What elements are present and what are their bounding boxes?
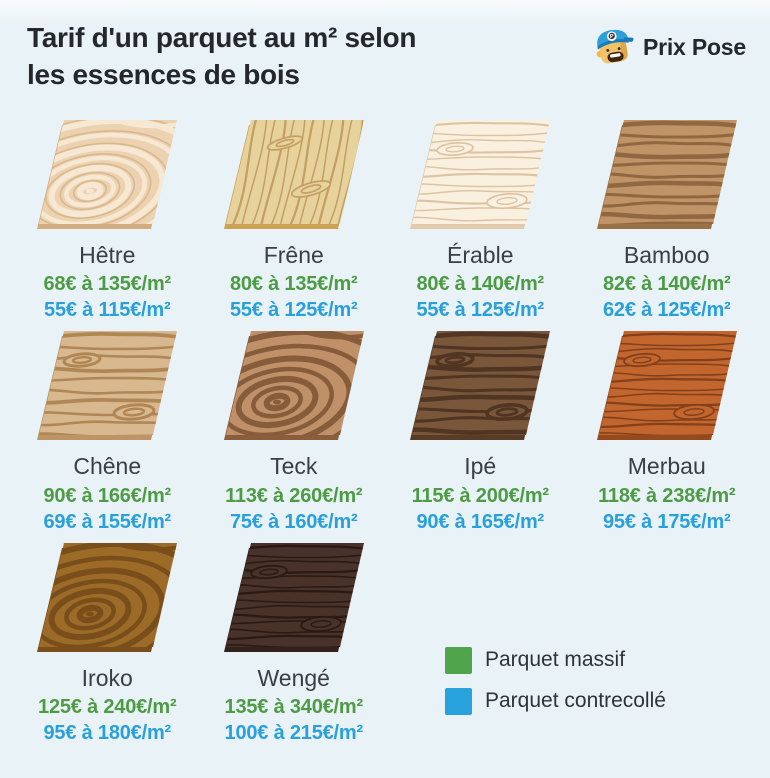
wood-name: Érable xyxy=(447,241,514,268)
wood-name: Wengé xyxy=(257,664,330,691)
wood-sample-illustration xyxy=(37,542,178,652)
wood-sample-illustration xyxy=(223,331,364,441)
price-parquet-contrecolle: 100€ à 215€/m² xyxy=(224,721,364,744)
wood-card: Frêne 80€ à 135€/m² 55€ à 125€/m² xyxy=(201,119,388,322)
wood-sample-illustration xyxy=(410,331,551,441)
header: Tarif d'un parquet au m² selon les essen… xyxy=(0,0,770,94)
wood-sample-illustration xyxy=(596,331,737,441)
legend-label-massif: Parquet massif xyxy=(485,648,626,672)
brand-logo: P Prix Pose xyxy=(593,26,746,68)
wood-card: Érable 80€ à 140€/m² 55€ à 125€/m² xyxy=(387,119,574,322)
wood-sample-illustration xyxy=(37,119,178,229)
wood-name: Bamboo xyxy=(623,241,710,268)
wood-card: Iroko 125€ à 240€/m² 95€ à 180€/m² xyxy=(14,542,201,745)
legend-swatch-massif xyxy=(445,646,472,674)
wood-price-grid: Hêtre 68€ à 135€/m² 55€ à 115€/m² Frêne … xyxy=(0,119,770,745)
wood-card: Ipé 115€ à 200€/m² 90€ à 165€/m² xyxy=(387,330,574,533)
wood-card: Bamboo 82€ à 140€/m² 62€ à 125€/m² xyxy=(574,119,761,322)
price-parquet-massif: 82€ à 140€/m² xyxy=(603,273,731,296)
price-parquet-massif: 113€ à 260€/m² xyxy=(225,484,363,507)
wood-card: Chêne 90€ à 166€/m² 69€ à 155€/m² xyxy=(14,330,201,533)
wood-name: Iroko xyxy=(81,664,133,691)
wood-sample-illustration xyxy=(37,331,178,441)
legend: Parquet massif Parquet contrecollé xyxy=(387,542,760,745)
price-parquet-massif: 118€ à 238€/m² xyxy=(598,484,736,507)
price-parquet-contrecolle: 55€ à 125€/m² xyxy=(230,299,358,322)
wood-name: Chêne xyxy=(73,453,142,480)
price-parquet-massif: 68€ à 135€/m² xyxy=(43,273,172,296)
page-title: Tarif d'un parquet au m² selon les essen… xyxy=(27,20,416,94)
price-parquet-massif: 80€ à 140€/m² xyxy=(416,273,545,296)
legend-item-contrecolle: Parquet contrecollé xyxy=(445,687,666,715)
legend-swatch-contrecolle xyxy=(445,687,472,715)
svg-text:P: P xyxy=(609,34,614,41)
wood-sample-illustration xyxy=(596,119,737,229)
wood-sample-illustration xyxy=(410,119,551,229)
price-parquet-contrecolle: 75€ à 160€/m² xyxy=(230,510,358,533)
price-parquet-contrecolle: 95€ à 180€/m² xyxy=(43,721,172,744)
wood-name: Ipé xyxy=(464,453,497,480)
page-title-line2: les essences de bois xyxy=(27,58,300,90)
legend-label-contrecolle: Parquet contrecollé xyxy=(485,689,666,713)
wood-card: Merbau 118€ à 238€/m² 95€ à 175€/m² xyxy=(574,330,761,533)
price-parquet-contrecolle: 55€ à 115€/m² xyxy=(44,299,171,322)
legend-item-massif: Parquet massif xyxy=(445,646,626,674)
wood-name: Frêne xyxy=(263,241,324,268)
wood-sample-illustration xyxy=(223,542,364,652)
wood-card: Teck 113€ à 260€/m² 75€ à 160€/m² xyxy=(201,330,388,533)
price-parquet-contrecolle: 55€ à 125€/m² xyxy=(416,299,545,322)
wood-card: Wengé 135€ à 340€/m² 100€ à 215€/m² xyxy=(201,542,388,745)
price-parquet-massif: 115€ à 200€/m² xyxy=(411,484,550,507)
wood-card: Hêtre 68€ à 135€/m² 55€ à 115€/m² xyxy=(14,119,201,322)
price-parquet-contrecolle: 62€ à 125€/m² xyxy=(603,299,731,322)
prixpose-mascot-icon: P xyxy=(596,29,634,64)
wood-name: Teck xyxy=(270,453,318,480)
price-parquet-massif: 80€ à 135€/m² xyxy=(230,273,358,296)
wood-sample-illustration xyxy=(223,119,364,229)
price-parquet-contrecolle: 69€ à 155€/m² xyxy=(43,510,172,533)
price-parquet-massif: 125€ à 240€/m² xyxy=(38,695,177,718)
page-title-line1: Tarif d'un parquet au m² selon xyxy=(27,22,417,53)
brand-name: Prix Pose xyxy=(642,33,746,60)
price-parquet-contrecolle: 95€ à 175€/m² xyxy=(603,510,731,533)
wood-name: Hêtre xyxy=(79,241,136,268)
wood-name: Merbau xyxy=(627,453,706,480)
price-parquet-contrecolle: 90€ à 165€/m² xyxy=(416,510,545,533)
price-parquet-massif: 135€ à 340€/m² xyxy=(224,695,364,718)
price-parquet-massif: 90€ à 166€/m² xyxy=(43,484,172,507)
